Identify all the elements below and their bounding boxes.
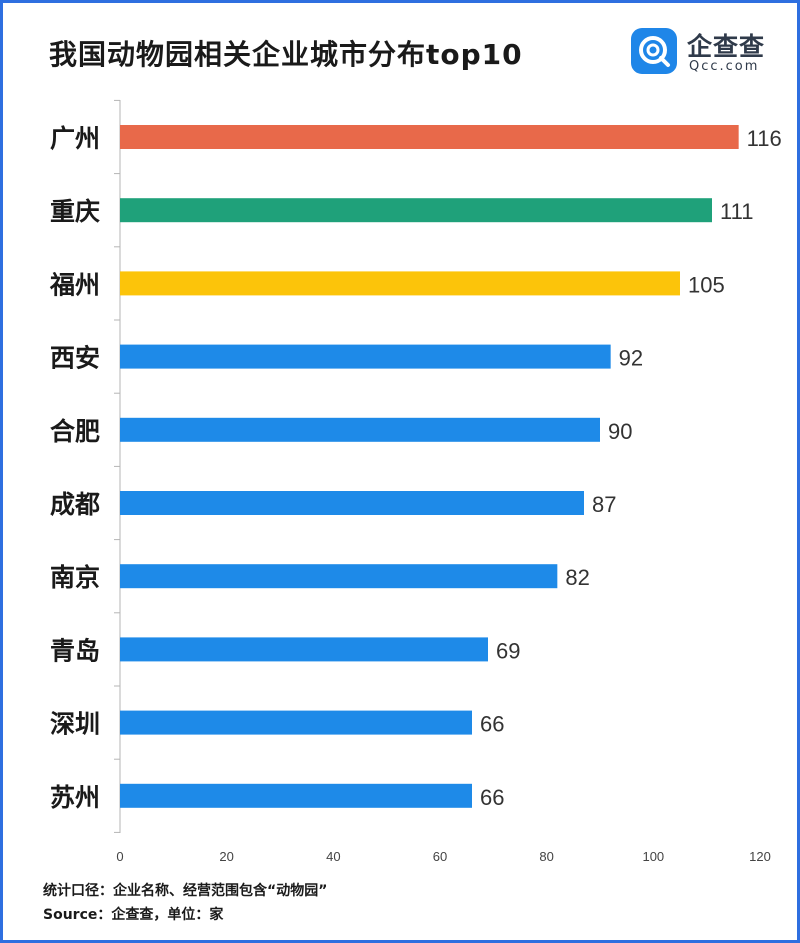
bar <box>120 271 680 296</box>
bar <box>120 417 600 442</box>
bar <box>120 198 712 223</box>
bar <box>120 637 488 662</box>
x-tick-label: 80 <box>539 849 553 864</box>
bar <box>120 491 584 515</box>
category-label: 合肥 <box>50 417 100 446</box>
x-tick-label: 100 <box>642 849 664 864</box>
x-tick-label: 0 <box>116 849 123 864</box>
x-tick-label: 20 <box>219 849 233 864</box>
bar <box>120 564 558 589</box>
bar <box>120 710 472 735</box>
bar-chart: 0 20 40 60 80 100 120 广州 116 重庆 111 福州 105 西安 92 合肥 90 成都… <box>49 99 782 864</box>
category-label: 南京 <box>50 563 100 592</box>
bar <box>120 783 472 808</box>
footnote-source: Source：企查查，单位：家 <box>43 907 224 923</box>
category-label: 青岛 <box>50 636 100 665</box>
data-label: 87 <box>592 492 616 517</box>
brand-name: 企查查 <box>687 32 766 61</box>
data-label: 66 <box>480 785 504 810</box>
category-label: 广州 <box>50 124 100 153</box>
qcc-logo-icon <box>631 28 677 74</box>
category-label: 重庆 <box>50 197 100 226</box>
data-label: 90 <box>608 419 632 444</box>
data-label: 66 <box>480 712 504 737</box>
category-label: 苏州 <box>50 783 100 812</box>
data-label: 105 <box>688 272 725 297</box>
chart-title: 我国动物园相关企业城市分布top10 <box>49 38 523 71</box>
data-label: 92 <box>619 346 643 371</box>
category-label: 深圳 <box>50 710 100 739</box>
brand-logo: 企查查 Qcc.com <box>631 25 781 81</box>
category-label: 成都 <box>50 490 100 519</box>
footnote-criteria: 统计口径：企业名称、经营范围包含“动物园” <box>43 883 328 899</box>
x-tick-label: 60 <box>433 849 447 864</box>
x-tick-label: 120 <box>749 849 771 864</box>
bar <box>120 125 739 149</box>
data-label: 116 <box>747 126 782 151</box>
bar <box>120 344 611 369</box>
category-label: 西安 <box>50 344 100 373</box>
data-label: 111 <box>720 199 753 224</box>
data-label: 82 <box>565 565 589 590</box>
x-tick-label: 40 <box>326 849 340 864</box>
brand-domain: Qcc.com <box>689 59 760 74</box>
data-label: 69 <box>496 638 520 663</box>
category-label: 福州 <box>49 270 100 299</box>
